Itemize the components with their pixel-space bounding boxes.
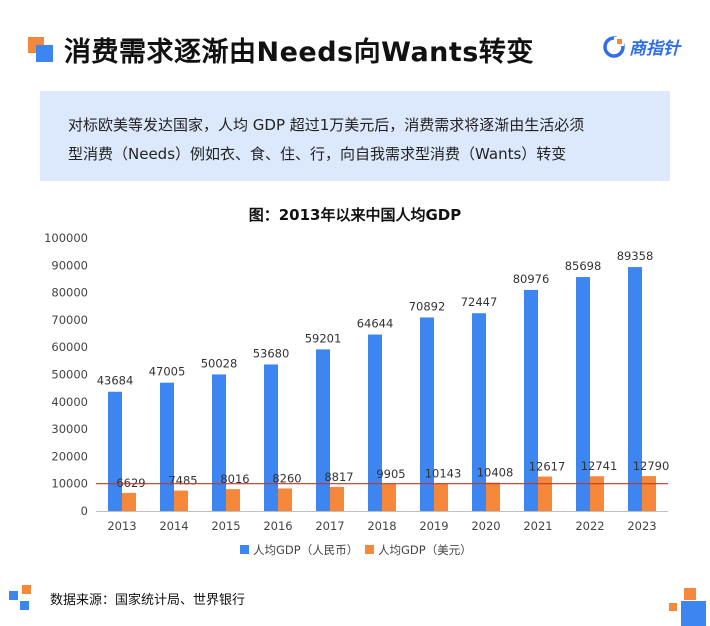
data-label-rmb-2017: 59201: [305, 331, 342, 345]
bar-rmb-2014: [160, 382, 174, 511]
legend-label-rmb: 人均GDP（人民币）: [253, 543, 358, 557]
x-tick-label-2015: 2015: [211, 519, 240, 533]
brand-logo: 商指针: [602, 34, 680, 59]
data-source: 数据来源：国家统计局、世界银行: [50, 593, 246, 608]
data-label-usd-2021: 12617: [529, 460, 566, 474]
bar-rmb-2018: [368, 334, 382, 511]
bar-rmb-2015: [212, 374, 226, 511]
data-label-usd-2022: 12741: [581, 459, 618, 473]
data-label-usd-2013: 6629: [116, 476, 145, 490]
bar-usd-2017: [330, 486, 344, 511]
data-label-usd-2018: 9905: [376, 467, 405, 481]
legend-label-usd: 人均GDP（美元）: [378, 543, 472, 557]
bar-usd-2015: [226, 489, 240, 511]
bar-usd-2016: [278, 488, 292, 511]
x-tick-label-2013: 2013: [107, 519, 136, 533]
bar-rmb-2019: [420, 317, 434, 511]
data-label-rmb-2022: 85698: [565, 259, 602, 273]
brand-logo-text: 商指针: [629, 39, 680, 59]
data-label-rmb-2019: 70892: [409, 299, 446, 313]
description-line-1: 对标欧美等发达国家，人均 GDP 超过1万美元后，消费需求将逐渐由生活必须: [68, 116, 585, 134]
data-label-rmb-2014: 47005: [149, 365, 186, 379]
data-label-usd-2014: 7485: [168, 474, 197, 488]
bar-rmb-2017: [316, 349, 330, 511]
y-tick-label: 70000: [51, 313, 88, 327]
legend-swatch-rmb: [240, 545, 249, 554]
y-tick-label: 60000: [51, 340, 88, 354]
data-label-usd-2015: 8016: [220, 472, 249, 486]
bar-usd-2018: [382, 483, 396, 511]
bottom-left-decoration-square-blue-2: [20, 601, 29, 610]
bottom-left-decoration-square-blue: [9, 591, 18, 600]
y-tick-label: 90000: [51, 258, 88, 272]
bar-usd-2014: [174, 490, 188, 511]
y-tick-label: 40000: [51, 395, 88, 409]
x-tick-label-2020: 2020: [471, 519, 500, 533]
brand-logo-icon: [603, 35, 625, 58]
y-tick-label: 100000: [44, 231, 88, 245]
data-label-usd-2019: 10143: [425, 466, 462, 480]
bottom-right-decoration-square-orange: [684, 588, 696, 600]
bar-usd-2020: [486, 482, 500, 511]
data-label-rmb-2021: 80976: [513, 272, 550, 286]
x-tick-label-2019: 2019: [419, 519, 448, 533]
bar-rmb-2022: [576, 277, 590, 511]
y-tick-label: 50000: [51, 368, 88, 382]
bar-rmb-2021: [524, 289, 538, 511]
data-label-rmb-2016: 53680: [253, 346, 290, 360]
x-tick-label-2023: 2023: [627, 519, 656, 533]
top-left-decoration-square-blue: [36, 45, 53, 62]
y-tick-label: 10000: [51, 477, 88, 491]
bar-rmb-2023: [628, 267, 642, 511]
bar-usd-2019: [434, 483, 448, 511]
data-label-rmb-2023: 89358: [617, 249, 654, 263]
data-label-usd-2023: 12790: [633, 459, 670, 473]
data-label-rmb-2015: 50028: [201, 356, 238, 370]
data-label-rmb-2018: 64644: [357, 317, 394, 331]
x-tick-label-2021: 2021: [523, 519, 552, 533]
data-label-usd-2020: 10408: [477, 466, 514, 480]
data-label-usd-2016: 8260: [272, 471, 301, 485]
data-label-usd-2017: 8817: [324, 470, 353, 484]
bar-rmb-2016: [264, 364, 278, 511]
x-tick-label-2016: 2016: [263, 519, 292, 533]
bottom-left-decoration-square-orange: [22, 585, 31, 594]
bar-usd-2022: [590, 476, 604, 511]
description-line-2: 型消费（Needs）例如衣、食、住、行，向自我需求型消费（Wants）转变: [68, 145, 567, 163]
data-label-rmb-2013: 43684: [97, 374, 134, 388]
chart-title: 图：2013年以来中国人均GDP: [248, 206, 462, 224]
y-tick-label: 30000: [51, 422, 88, 436]
data-label-rmb-2020: 72447: [461, 295, 498, 309]
bar-usd-2013: [122, 492, 136, 511]
x-tick-label-2017: 2017: [315, 519, 344, 533]
x-tick-label-2014: 2014: [159, 519, 188, 533]
bottom-right-decoration-square-orange-2: [669, 603, 677, 611]
x-tick-label-2018: 2018: [367, 519, 396, 533]
legend-swatch-usd: [365, 545, 374, 554]
x-tick-label-2022: 2022: [575, 519, 604, 533]
bar-rmb-2013: [108, 391, 122, 511]
bottom-right-decoration-square-blue: [681, 601, 706, 626]
page-title: 消费需求逐渐由Needs向Wants转变: [64, 37, 534, 68]
bar-usd-2021: [538, 476, 552, 511]
bar-usd-2023: [642, 476, 656, 511]
y-tick-label: 20000: [51, 449, 88, 463]
bar-rmb-2020: [472, 313, 486, 511]
y-tick-label: 0: [81, 504, 88, 518]
y-tick-label: 80000: [51, 286, 88, 300]
description-box: 对标欧美等发达国家，人均 GDP 超过1万美元后，消费需求将逐渐由生活必须 型消…: [40, 91, 670, 181]
